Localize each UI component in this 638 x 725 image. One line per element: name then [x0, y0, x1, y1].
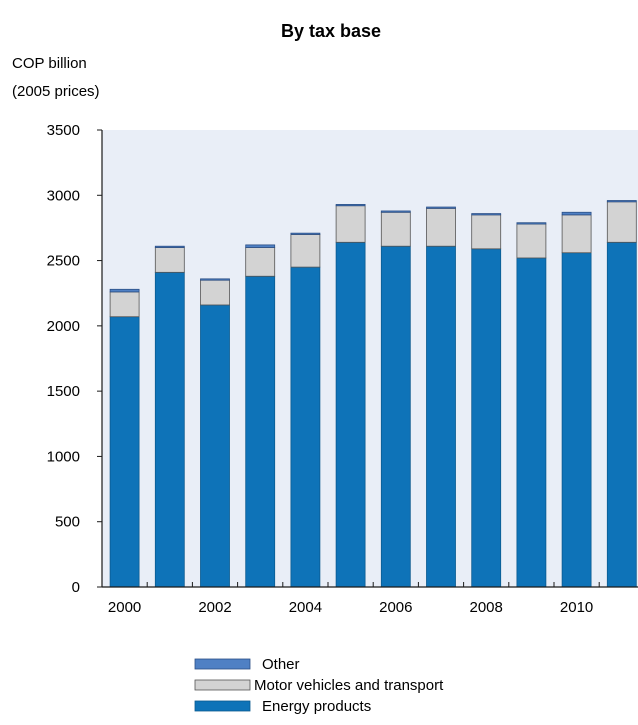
bar-2011-other [606, 200, 637, 203]
bar-2007-motor-vehicles-and-transport [426, 207, 456, 247]
bar-2006-other [380, 210, 411, 213]
bar-2001-other [154, 245, 185, 248]
bar-2003-energy-products [245, 275, 276, 588]
bar-2007-energy-products [426, 245, 456, 588]
x-tick-label: 2004 [289, 599, 322, 616]
y-tick-label: 1500 [47, 383, 80, 400]
chart-title: By tax base [281, 21, 381, 41]
legend-label: Other [262, 656, 300, 673]
legend-swatch [194, 658, 251, 670]
bar-2009-energy-products [516, 257, 547, 588]
legend-swatch [194, 700, 251, 712]
bar-2006-motor-vehicles-and-transport [380, 211, 411, 247]
y-tick-label: 0 [72, 579, 80, 596]
legend: Other Motor vehicles and transport Energy … [194, 656, 444, 715]
bar-2002-energy-products [200, 304, 230, 588]
y-axis-label-line1: COP billion [12, 55, 87, 72]
bar-2004-motor-vehicles-and-transport [290, 234, 321, 268]
bar-2002-motor-vehicles-and-transport [200, 279, 230, 306]
bar-2007-other [426, 206, 456, 209]
bar-2005-other [335, 204, 366, 207]
x-tick-label: 2008 [470, 599, 503, 616]
bar-2008-other [471, 213, 502, 216]
plot-area [102, 130, 638, 587]
bar-2008-motor-vehicles-and-transport [471, 214, 502, 250]
legend-label: Motor vehicles and transport [254, 677, 444, 694]
x-tick-label: 2002 [198, 599, 231, 616]
legend-label: Energy products [262, 698, 371, 715]
legend-swatch [194, 679, 251, 691]
bar-2003-motor-vehicles-and-transport [245, 247, 276, 277]
bar-2002-other [200, 278, 230, 281]
bar-2004-energy-products [290, 266, 321, 588]
y-tick-label: 3500 [47, 122, 80, 139]
bar-2010-energy-products [561, 252, 592, 588]
bar-2006-energy-products [380, 245, 411, 588]
bar-2010-other [561, 211, 592, 216]
x-tick-label: 2006 [379, 599, 412, 616]
bar-2000-energy-products [109, 316, 140, 588]
bar-2005-motor-vehicles-and-transport [335, 205, 366, 243]
bar-2011-energy-products [606, 241, 637, 588]
x-tick-label: 2000 [108, 599, 141, 616]
bar-2009-motor-vehicles-and-transport [516, 223, 547, 259]
bar-2000-other [109, 288, 140, 293]
y-tick-label: 500 [55, 514, 80, 531]
bar-2003-other [245, 244, 276, 248]
x-tick-label: 2010 [560, 599, 593, 616]
bar-2008-energy-products [471, 248, 502, 588]
y-tick-label: 1000 [47, 448, 80, 465]
bar-2000-motor-vehicles-and-transport [109, 291, 140, 318]
y-tick-label: 3000 [47, 187, 80, 204]
y-tick-label: 2000 [47, 318, 80, 335]
bar-2010-motor-vehicles-and-transport [561, 214, 592, 254]
bar-2005-energy-products [335, 241, 366, 588]
bar-2004-other [290, 232, 321, 235]
bar-2001-motor-vehicles-and-transport [154, 247, 185, 273]
bar-2009-other [516, 222, 547, 225]
bar-2001-energy-products [154, 271, 185, 588]
y-axis-label-line2: (2005 prices) [12, 83, 100, 100]
y-tick-label: 2500 [47, 253, 80, 270]
bar-2011-motor-vehicles-and-transport [606, 201, 637, 243]
